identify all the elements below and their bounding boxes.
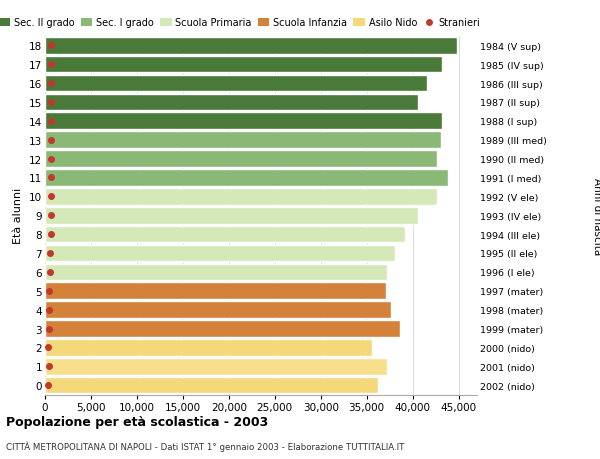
Text: CITTÀ METROPOLITANA DI NAPOLI - Dati ISTAT 1° gennaio 2003 - Elaborazione TUTTIT: CITTÀ METROPOLITANA DI NAPOLI - Dati IST… bbox=[6, 441, 404, 451]
Bar bbox=[45, 189, 437, 205]
Bar bbox=[45, 38, 457, 55]
Bar bbox=[45, 377, 378, 394]
Bar bbox=[45, 283, 386, 299]
Bar bbox=[45, 358, 387, 375]
Bar bbox=[45, 339, 372, 356]
Y-axis label: Anni di nascita: Anni di nascita bbox=[592, 177, 600, 254]
Bar bbox=[45, 113, 442, 130]
Bar bbox=[45, 226, 406, 243]
Bar bbox=[45, 132, 441, 149]
Bar bbox=[45, 207, 418, 224]
Bar bbox=[45, 264, 387, 280]
Bar bbox=[45, 320, 400, 337]
Bar bbox=[45, 95, 418, 111]
Text: Popolazione per età scolastica - 2003: Popolazione per età scolastica - 2003 bbox=[6, 415, 268, 428]
Bar bbox=[45, 302, 391, 318]
Bar bbox=[45, 76, 427, 92]
Bar bbox=[45, 151, 437, 168]
Bar bbox=[45, 245, 395, 262]
Legend: Sec. II grado, Sec. I grado, Scuola Primaria, Scuola Infanzia, Asilo Nido, Stran: Sec. II grado, Sec. I grado, Scuola Prim… bbox=[0, 18, 480, 28]
Bar bbox=[45, 170, 448, 186]
Bar bbox=[45, 57, 442, 73]
Y-axis label: Età alunni: Età alunni bbox=[13, 188, 23, 244]
